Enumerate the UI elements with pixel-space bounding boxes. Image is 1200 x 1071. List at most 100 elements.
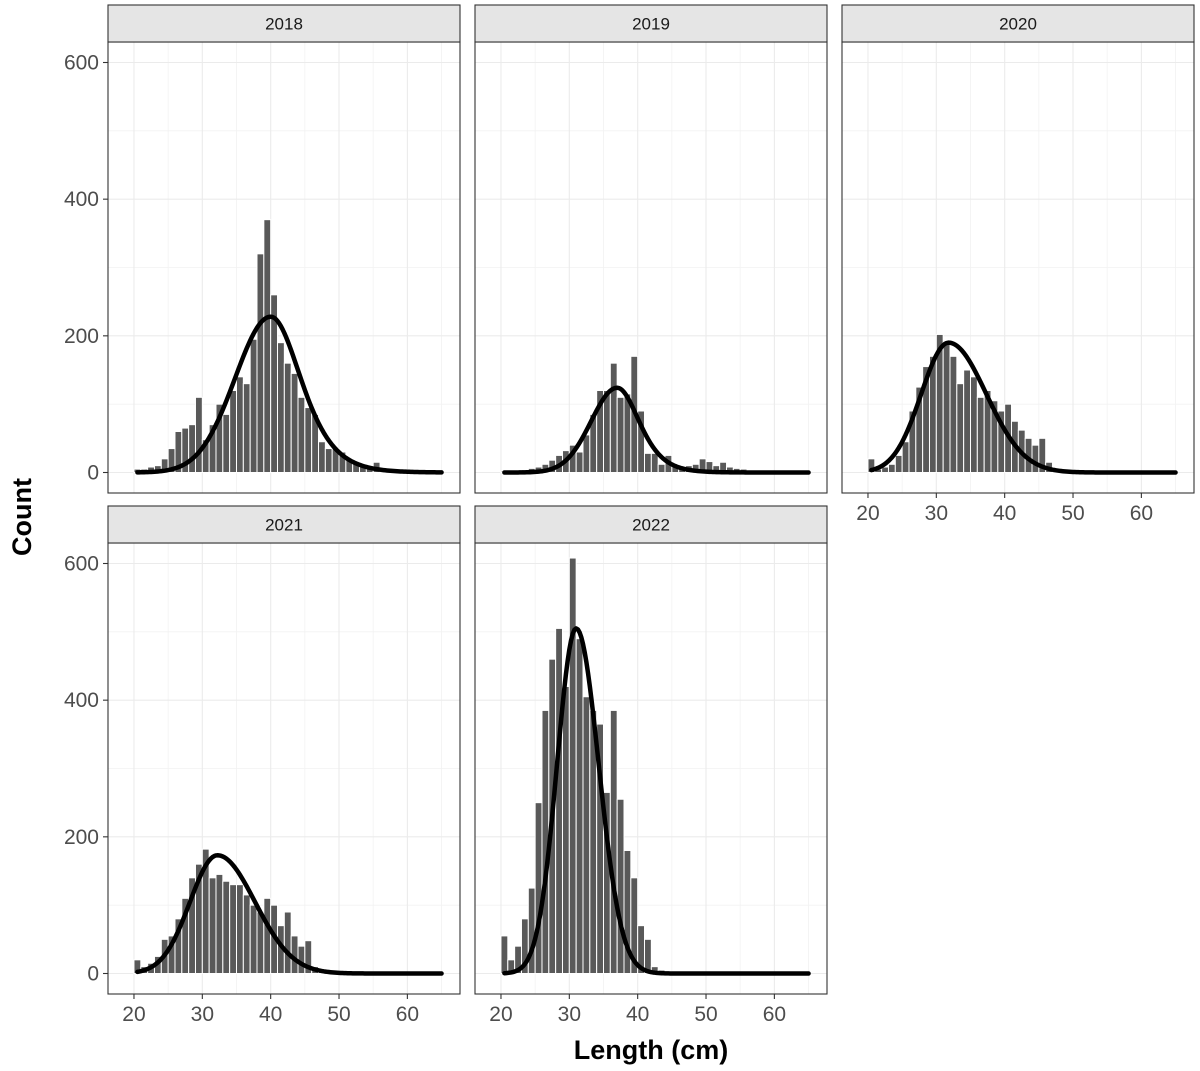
histogram-bar [582,434,591,473]
histogram-bar [609,362,618,473]
histogram-bar [304,940,313,975]
histogram-bar [297,396,306,474]
histogram-bar [582,696,591,974]
histogram-bar [534,802,543,975]
histogram-bar [942,342,951,473]
histogram-bar [575,638,584,975]
x-tick-label: 20 [489,1003,512,1026]
x-tick-label: 30 [925,502,948,525]
histogram-bars [500,557,680,975]
y-tick-label: 200 [64,325,99,348]
facet-panel-2021: 2021 0 200 400 600 20 30 40 50 60 [64,505,461,1026]
x-tick-label: 50 [327,1003,350,1026]
x-tick-label: 30 [558,1003,581,1026]
histogram-bar [229,884,237,975]
histogram-bar [969,376,978,474]
x-axis: 20 30 40 50 60 [489,994,786,1026]
histogram-bar [263,897,272,974]
histogram-bar [500,935,509,975]
x-tick-label: 20 [856,502,879,525]
facet-strip-label: 2020 [999,15,1037,34]
histogram-bar [650,452,659,474]
facet-strip-label: 2022 [632,516,670,535]
y-tick-label: 400 [64,188,99,211]
histogram-bars [133,219,408,474]
facet-strip [841,4,1195,43]
histogram-bar [283,362,292,473]
y-tick-label: 600 [64,553,99,576]
histogram-bar [949,355,958,474]
histogram-bar [1031,444,1040,473]
histogram-bar [555,627,563,975]
x-tick-label: 30 [191,1003,214,1026]
histogram-bar [901,441,910,473]
histogram-bar [194,396,203,474]
histogram-bar [222,880,231,974]
histogram-bar [575,451,584,473]
facet-strip-label: 2019 [632,15,670,34]
y-axis: 0 200 400 600 [64,52,108,485]
histogram-bar [616,798,625,974]
histogram-bar [318,441,326,473]
fitted-curve [135,853,444,976]
histogram-bar [976,396,985,474]
facet-strip [107,505,461,544]
x-tick-label: 60 [396,1003,419,1026]
facet-strip [474,505,828,544]
histogram-bar [644,452,652,474]
histogram-bar [222,413,231,473]
fitted-curve [502,626,811,976]
y-tick-label: 0 [87,963,99,986]
histogram-bar [256,911,265,974]
x-tick-label: 40 [626,1003,649,1026]
histogram-bar [887,463,896,473]
fitted-curve [135,314,444,475]
histogram-bar [867,458,876,474]
y-tick-label: 400 [64,689,99,712]
panel-grid [108,543,460,994]
fitted-curve [869,340,1178,475]
facet-panel-2018: 2018 0 200 400 600 [64,4,461,494]
histogram-bar [637,410,646,473]
histogram-bar [249,904,258,975]
x-tick-label: 40 [259,1003,282,1026]
histogram-bar [561,686,570,974]
facet-panel-2019: 2019 [474,4,828,494]
histogram-bar [242,894,251,975]
y-axis-title: Count [7,478,37,556]
panel-grid [842,42,1194,493]
histogram-bar [235,376,244,474]
histogram-bar [229,390,237,473]
facet-strip [474,4,828,43]
histogram-bar [256,253,265,473]
histogram-bar [208,877,217,974]
histogram-bar [609,709,618,975]
histogram-bar [324,448,333,474]
fitted-curve [502,385,811,475]
histogram-bar [242,383,251,473]
x-axis: 20 30 40 50 60 [856,493,1153,525]
x-axis: 20 30 40 50 60 [122,994,419,1026]
histogram-bar [963,369,971,473]
x-tick-label: 50 [694,1003,717,1026]
facet-panel-2022: 2022 20 30 40 50 60 [474,505,828,1026]
histogram-bar [249,338,258,473]
x-tick-label: 60 [1130,502,1153,525]
facet-strip-label: 2018 [265,15,303,34]
histogram-bar [304,407,313,474]
facet-strip [107,4,461,43]
histogram-bar [956,383,965,473]
histogram-bar [263,219,272,473]
panel-grid [475,42,827,493]
histogram-bar [602,390,611,473]
histogram-bar [616,396,625,474]
y-tick-label: 0 [87,462,99,485]
x-tick-label: 20 [122,1003,145,1026]
histogram-bar [568,557,577,974]
x-tick-label: 50 [1061,502,1084,525]
x-axis-title: Length (cm) [574,1035,729,1065]
histogram-bar [290,372,299,473]
